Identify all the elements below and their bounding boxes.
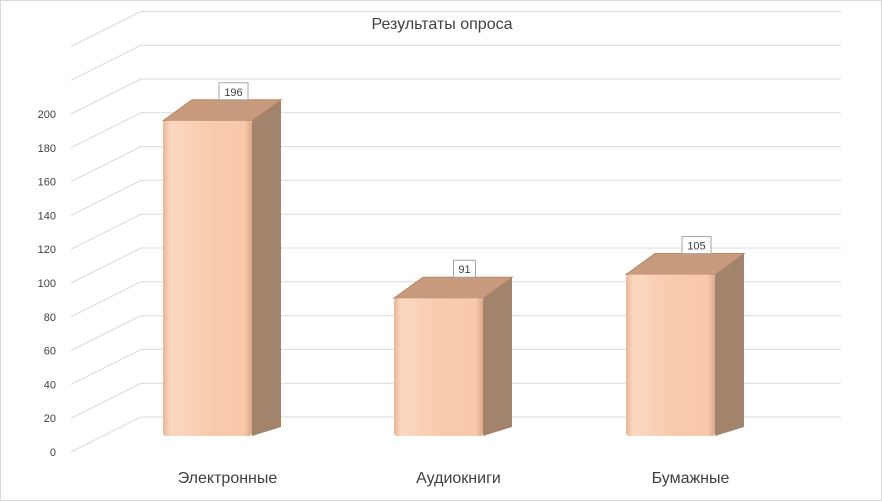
data-label-box	[681, 236, 712, 255]
bar-3	[624, 253, 746, 436]
data-label: 105	[681, 236, 712, 255]
y-tick-label: 120	[38, 244, 56, 256]
bar-front-face	[163, 120, 252, 436]
gridline-diagonal	[70, 315, 142, 352]
chart-title: Результаты опроса	[372, 16, 513, 33]
data-label-box	[218, 82, 249, 101]
gridline-diagonal	[70, 348, 142, 385]
y-tick-label: 40	[44, 379, 56, 391]
data-label-box	[453, 259, 476, 278]
data-label-value: 91	[458, 264, 470, 276]
gridline-diagonal	[70, 112, 142, 149]
gridline-diagonal	[70, 44, 142, 81]
bar-2	[392, 276, 514, 436]
data-label: 91	[453, 259, 476, 278]
bar-side-face	[252, 99, 281, 436]
gridline-diagonal	[70, 382, 142, 419]
gridline-diagonal	[70, 10, 142, 47]
data-label: 196	[218, 82, 249, 101]
y-tick-label: 20	[44, 413, 56, 425]
x-category-label: Аудиокниги	[416, 470, 501, 487]
gridline-diagonal	[70, 146, 142, 183]
bar-side-face	[483, 277, 512, 436]
gridline-diagonal	[70, 281, 142, 318]
y-tick-label: 160	[38, 177, 56, 189]
gridline-diagonal	[70, 179, 142, 216]
data-label-value: 105	[687, 241, 705, 253]
bar-side-face	[715, 253, 744, 436]
y-tick-label: 180	[38, 143, 56, 155]
bars	[161, 99, 746, 436]
y-tick-label: 0	[50, 447, 56, 459]
data-labels: 196 91 105	[218, 82, 712, 278]
y-axis-ticks: 0 20 40 60 80 100 120 140 160 180 200	[38, 109, 56, 459]
data-label-value: 196	[224, 87, 242, 99]
gridline-diagonal	[70, 247, 142, 284]
x-axis-categories: Электронные Аудиокниги Бумажные	[178, 470, 730, 487]
gridline-diagonal	[70, 213, 142, 250]
x-category-label: Электронные	[178, 470, 278, 487]
gridline-diagonal	[70, 78, 142, 115]
x-category-label: Бумажные	[652, 470, 730, 487]
bar-1	[161, 99, 283, 436]
y-tick-label: 100	[38, 278, 56, 290]
y-tick-label: 80	[44, 312, 56, 324]
y-tick-label: 200	[38, 109, 56, 121]
bar-front-face	[626, 274, 715, 436]
gridline-diagonal	[70, 416, 142, 453]
y-tick-label: 60	[44, 346, 56, 358]
bar-front-face	[394, 298, 483, 436]
y-tick-label: 140	[38, 210, 56, 222]
